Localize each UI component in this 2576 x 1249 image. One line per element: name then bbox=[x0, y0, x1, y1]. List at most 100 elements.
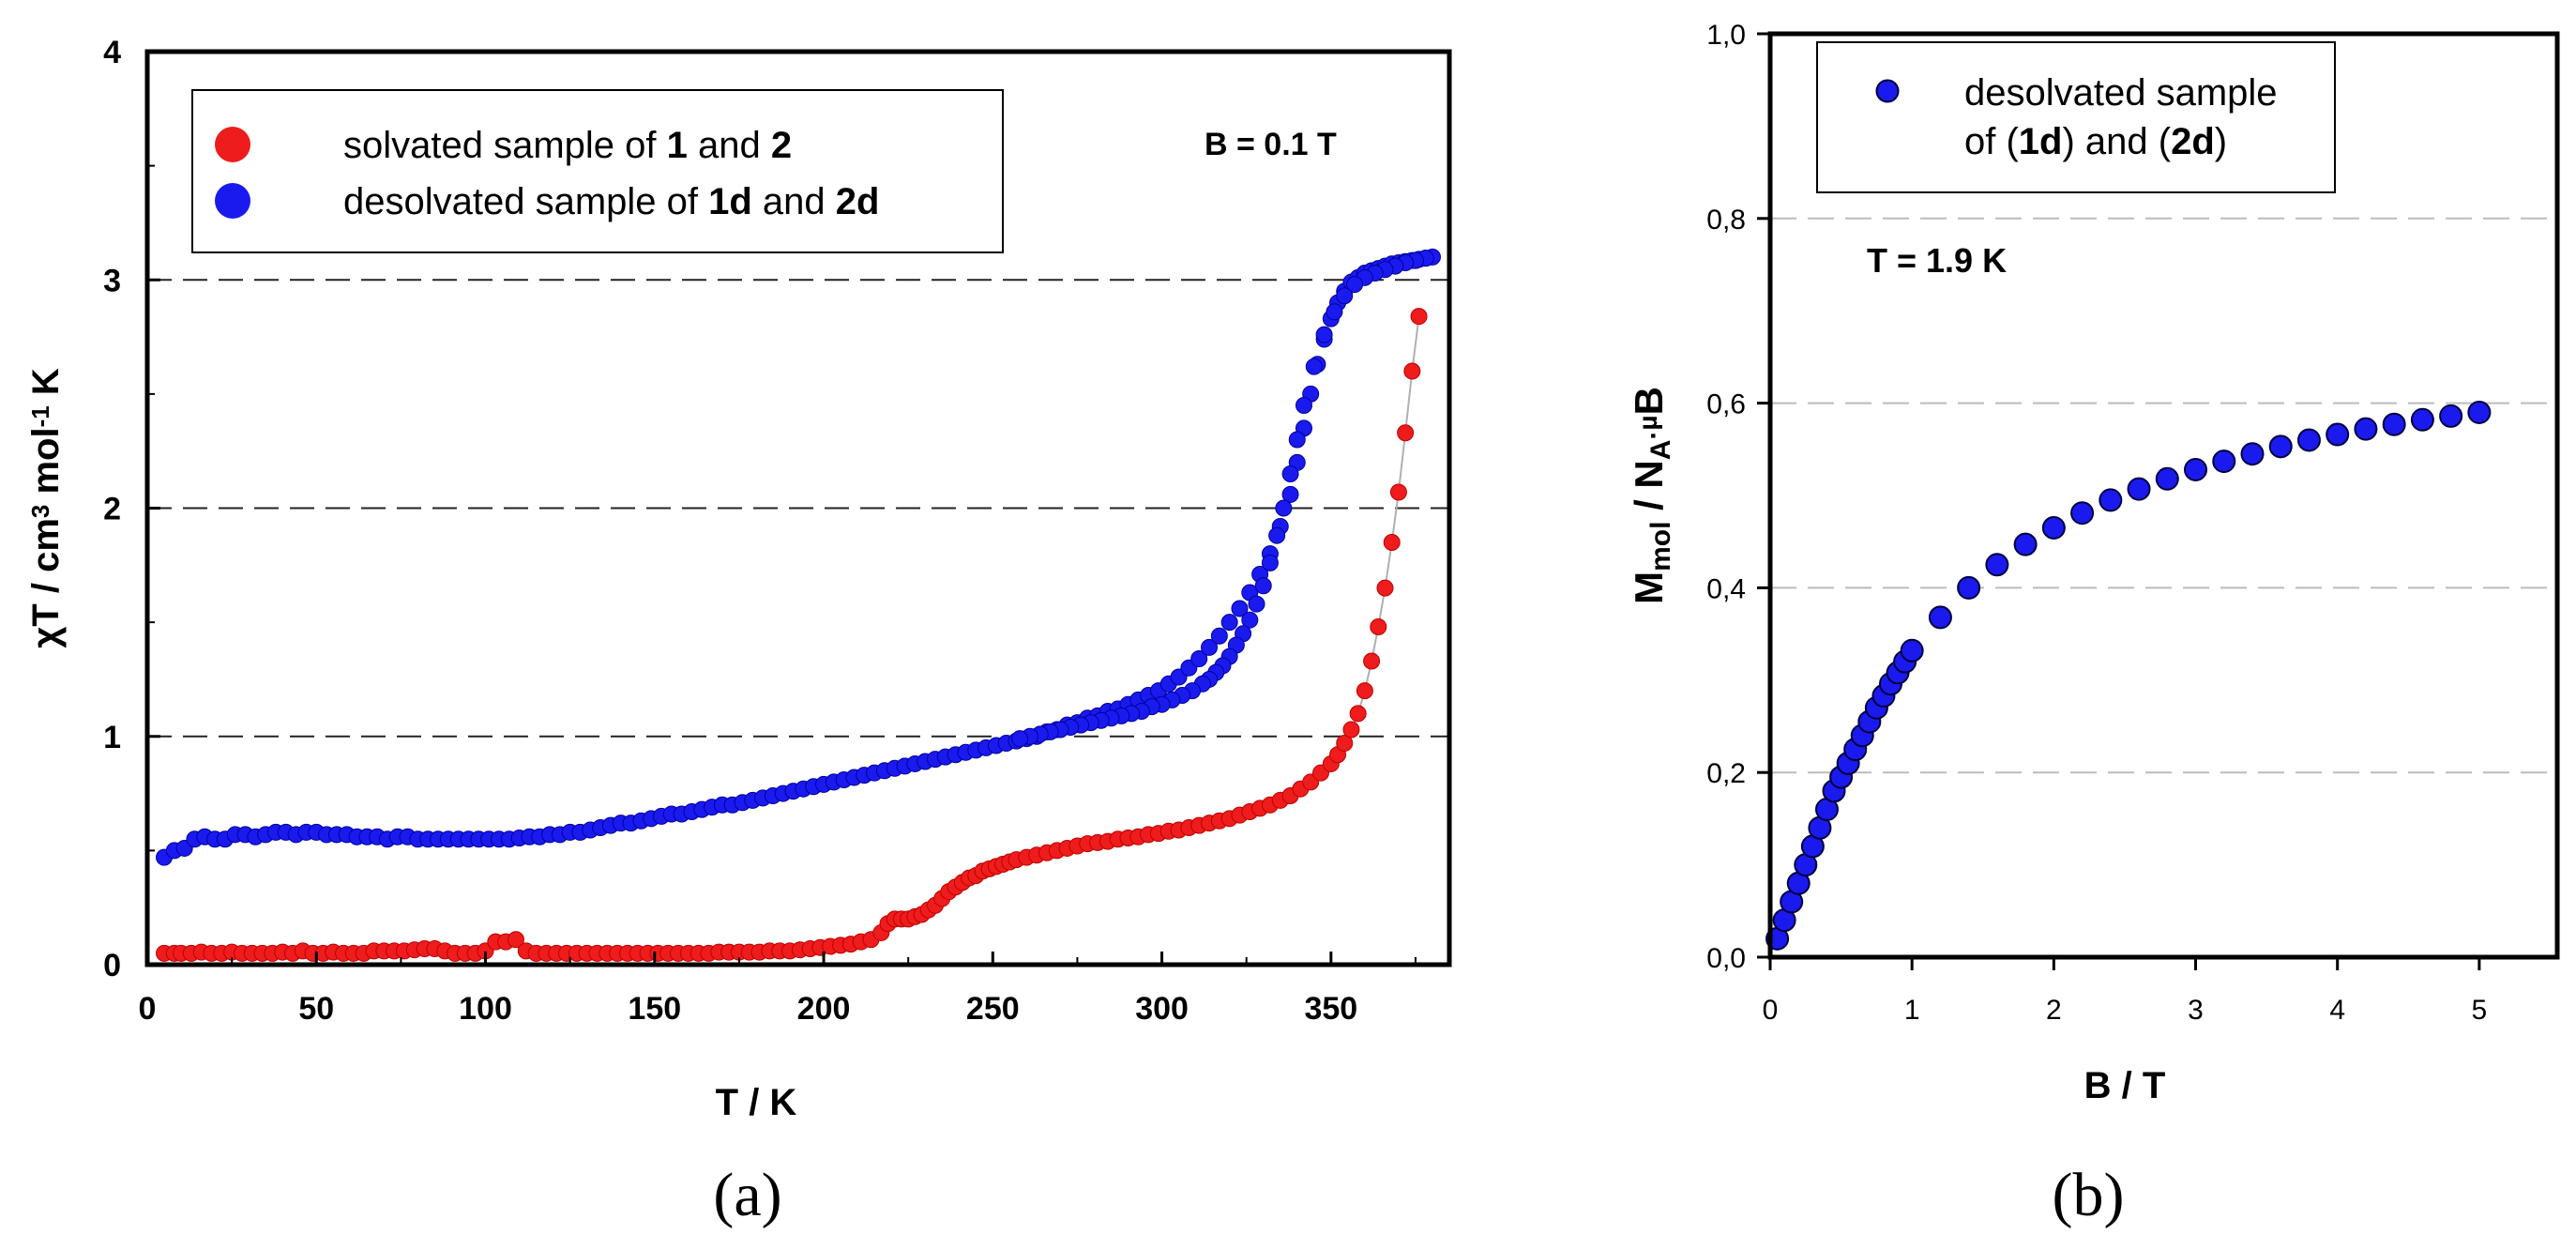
panel-a-data-point bbox=[507, 931, 524, 949]
panel-a-data-point bbox=[1288, 431, 1306, 449]
panel-b-y-axis-label: Mmol / NA·µB bbox=[1627, 387, 1676, 604]
panel-a-data-point bbox=[1370, 617, 1387, 635]
panel-a-y-axis-label: χT / cm3 mol-1 K bbox=[25, 368, 67, 648]
panel-b-data-point bbox=[2155, 466, 2179, 491]
panel-b: 0 1 2 3 4 5 0,0 0,2 0,4 0,6 0,8 1,0 desolvated samp… bbox=[1627, 20, 2560, 1229]
panel-b-y-tick-label: 0,6 bbox=[1706, 389, 1746, 420]
panel-a-x-tick-label: 0 bbox=[139, 991, 157, 1027]
panel-b-x-tick-label: 1 bbox=[1904, 995, 1920, 1026]
panel-b-data-point bbox=[2240, 442, 2265, 466]
panel-a-y-tick-label: 4 bbox=[103, 35, 121, 70]
panel-b-legend-marker bbox=[1875, 79, 1900, 103]
panel-b-data-point bbox=[2439, 404, 2463, 428]
panel-a-data-point bbox=[1342, 721, 1360, 739]
panel-b-annotation: T = 1.9 K bbox=[1867, 241, 2007, 280]
panel-a-data-point bbox=[1275, 499, 1293, 517]
panel-a-y-tick-label: 0 bbox=[103, 948, 121, 983]
panel-a-data-point bbox=[1305, 358, 1323, 375]
panel-a-legend-marker bbox=[215, 183, 250, 219]
panel-a-x-tick-label: 350 bbox=[1304, 991, 1357, 1027]
panel-b-data-point bbox=[2410, 407, 2434, 432]
panel-b-ticks: 0 1 2 3 4 5 0,0 0,2 0,4 0,6 0,8 1,0 bbox=[1706, 20, 2487, 1026]
panel-b-data-point bbox=[2212, 449, 2236, 474]
panel-a-y-tick-label: 3 bbox=[103, 263, 121, 298]
panel-a-connector-line bbox=[164, 316, 1420, 954]
panel-b-legend-line-1: desolvated sample bbox=[1964, 72, 2278, 114]
panel-b-data-point bbox=[2268, 434, 2293, 459]
panel-b-y-tick-label: 0,4 bbox=[1706, 573, 1746, 604]
panel-a-data-point bbox=[1210, 627, 1228, 645]
panel-a-legend-entry-text: solvated sample of 1 and 2 bbox=[343, 125, 792, 166]
panel-a-data-point bbox=[1220, 614, 1238, 632]
panel-b-x-tick-label: 0 bbox=[1763, 995, 1779, 1026]
panel-a-x-tick-label: 150 bbox=[628, 991, 681, 1027]
panel-a-legend: solvated sample of 1 and 2 desolvated sam… bbox=[191, 89, 1004, 253]
panel-a-data-point bbox=[1397, 424, 1415, 442]
panel-a-data-point bbox=[1326, 303, 1343, 321]
panel-a-data-point bbox=[1201, 638, 1219, 656]
panel-a-y-tick-label: 1 bbox=[103, 720, 121, 755]
panel-b-y-tick-label: 0,8 bbox=[1706, 205, 1746, 236]
panel-a-data-point bbox=[1383, 533, 1401, 551]
panel-a-series-connector bbox=[164, 316, 1420, 954]
panel-b-data-point bbox=[1928, 605, 1952, 630]
panel-a-legend-box bbox=[191, 89, 1004, 253]
panel-b-legend-box bbox=[1816, 41, 2336, 193]
panel-a-data-point bbox=[1349, 705, 1367, 723]
panel-a-data-point bbox=[1346, 276, 1364, 294]
panel-a-data-point bbox=[1389, 483, 1407, 501]
panel-b-x-tick-label: 5 bbox=[2472, 995, 2488, 1026]
panel-b-data-point bbox=[2041, 515, 2066, 540]
panel-a-ticks: 0 50 100 150 200 250 300 350 0 1 2 3 4 bbox=[103, 35, 1417, 1027]
panel-b-x-tick-label: 4 bbox=[2329, 995, 2345, 1026]
panel-b-plot-frame bbox=[1767, 31, 2560, 960]
panel-b-x-tick-label: 2 bbox=[2046, 995, 2062, 1026]
panel-a-data-point bbox=[1295, 397, 1312, 415]
panel-a-data-points bbox=[156, 248, 1441, 962]
panel-b-y-tick-label: 0,2 bbox=[1706, 758, 1746, 789]
panel-a-data-point bbox=[1336, 735, 1354, 753]
panel-b-x-tick-label: 3 bbox=[2188, 995, 2204, 1026]
panel-a-data-point bbox=[1254, 577, 1272, 595]
panel-a-data-point bbox=[1376, 579, 1394, 597]
panel-a-x-tick-label: 300 bbox=[1135, 991, 1189, 1027]
panel-a-annotation: B = 0.1 T bbox=[1205, 127, 1337, 162]
panel-a-legend-entry-text: desolvated sample of 1d and 2d bbox=[343, 181, 879, 222]
panel-a-data-point bbox=[1231, 600, 1249, 617]
panel-a-data-point bbox=[1403, 362, 1421, 380]
panel-b-legend-line-2: of (1d) and (2d) bbox=[1964, 121, 2227, 162]
panel-a-data-point bbox=[1241, 611, 1259, 629]
panel-a-data-point bbox=[1248, 595, 1265, 613]
panel-b-x-axis-label: B / T bbox=[2084, 1065, 2166, 1106]
panel-b-data-points bbox=[1765, 400, 2492, 951]
panel-a-data-point bbox=[1356, 682, 1373, 700]
panel-a-data-point bbox=[1363, 652, 1381, 670]
panel-b-data-point bbox=[2326, 422, 2350, 447]
panel-b-data-point bbox=[2127, 477, 2151, 501]
panel-b-legend: desolvated sample of (1d) and (2d) bbox=[1816, 41, 2336, 193]
panel-a-data-point bbox=[1315, 326, 1333, 343]
panel-a-x-tick-label: 50 bbox=[298, 991, 334, 1027]
panel-a-gridlines bbox=[147, 279, 1449, 738]
panel-b-series-0 bbox=[1765, 400, 2492, 951]
panel-b-data-point bbox=[1957, 575, 1981, 600]
panel-b-data-point bbox=[1985, 553, 2009, 577]
panel-a-data-point bbox=[1281, 465, 1299, 483]
panel-a-label: (a) bbox=[713, 1161, 781, 1229]
panel-a-x-axis-label: T / K bbox=[716, 1082, 797, 1123]
panel-b-label: (b) bbox=[2053, 1161, 2125, 1229]
panel-a-x-tick-label: 200 bbox=[797, 991, 851, 1027]
panel-a: 0 50 100 150 200 250 300 350 0 1 2 3 4 solvated samp… bbox=[25, 35, 1452, 1229]
panel-b-data-point bbox=[2070, 501, 2095, 525]
panel-a-x-tick-label: 100 bbox=[459, 991, 512, 1027]
panel-a-data-point bbox=[1190, 650, 1208, 668]
panel-b-data-point bbox=[2467, 400, 2492, 424]
panel-a-data-point bbox=[1261, 554, 1279, 571]
panel-a-legend-marker bbox=[215, 127, 250, 162]
panel-b-data-point bbox=[2099, 488, 2123, 512]
panel-a-data-point bbox=[1336, 287, 1354, 305]
panel-b-data-point bbox=[2013, 532, 2038, 556]
panel-a-data-point bbox=[1268, 526, 1286, 544]
panel-b-data-point bbox=[2354, 417, 2378, 441]
